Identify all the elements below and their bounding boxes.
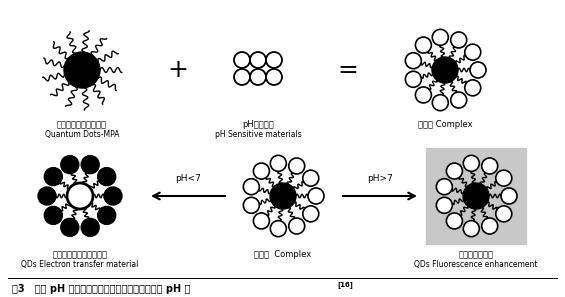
Circle shape bbox=[436, 179, 453, 195]
Circle shape bbox=[44, 206, 62, 225]
Circle shape bbox=[303, 206, 319, 222]
Text: 复合物 Complex: 复合物 Complex bbox=[418, 120, 472, 129]
Circle shape bbox=[244, 179, 259, 195]
Circle shape bbox=[446, 163, 462, 179]
Circle shape bbox=[81, 218, 99, 236]
Circle shape bbox=[482, 158, 498, 174]
Text: pH>7: pH>7 bbox=[367, 174, 393, 183]
Circle shape bbox=[303, 170, 319, 186]
Circle shape bbox=[244, 197, 259, 213]
Text: Quantum Dots-MPA: Quantum Dots-MPA bbox=[45, 130, 119, 139]
Circle shape bbox=[496, 206, 512, 222]
Circle shape bbox=[463, 155, 479, 171]
Circle shape bbox=[270, 155, 286, 171]
Circle shape bbox=[405, 71, 421, 87]
FancyBboxPatch shape bbox=[426, 148, 526, 244]
Circle shape bbox=[250, 69, 266, 85]
Circle shape bbox=[81, 156, 99, 174]
Text: =: = bbox=[337, 58, 358, 82]
Circle shape bbox=[234, 69, 250, 85]
Circle shape bbox=[98, 206, 116, 225]
Text: 巯基丙酸修饰的量子点: 巯基丙酸修饰的量子点 bbox=[57, 120, 107, 129]
Circle shape bbox=[289, 158, 305, 174]
Circle shape bbox=[451, 32, 467, 48]
Circle shape bbox=[253, 163, 270, 179]
Circle shape bbox=[234, 52, 250, 68]
Circle shape bbox=[61, 218, 79, 236]
Circle shape bbox=[61, 156, 79, 174]
Text: 图3   使用 pH 敏感恶嗪染料配基修饰的量子点检测 pH 值: 图3 使用 pH 敏感恶嗪染料配基修饰的量子点检测 pH 值 bbox=[12, 284, 190, 294]
Circle shape bbox=[496, 170, 512, 186]
Circle shape bbox=[451, 92, 467, 108]
Circle shape bbox=[38, 187, 56, 205]
Circle shape bbox=[64, 52, 100, 88]
Text: pH Sensitive materials: pH Sensitive materials bbox=[215, 130, 301, 139]
Circle shape bbox=[266, 52, 282, 68]
Circle shape bbox=[501, 188, 517, 204]
Circle shape bbox=[308, 188, 324, 204]
Circle shape bbox=[415, 87, 432, 103]
Text: QDs Electron transfer material: QDs Electron transfer material bbox=[21, 260, 138, 269]
Circle shape bbox=[67, 183, 93, 209]
Circle shape bbox=[270, 183, 296, 209]
Circle shape bbox=[446, 213, 462, 229]
Text: 量子点荧光增强: 量子点荧光增强 bbox=[459, 250, 493, 259]
Circle shape bbox=[482, 218, 498, 234]
Text: +: + bbox=[168, 58, 189, 82]
Text: pH<7: pH<7 bbox=[175, 174, 201, 183]
Circle shape bbox=[415, 37, 432, 53]
Circle shape bbox=[405, 53, 421, 69]
Text: [16]: [16] bbox=[337, 281, 353, 288]
Text: 电子从量子点转移至材料: 电子从量子点转移至材料 bbox=[53, 250, 107, 259]
Text: QDs Fluorescence enhancement: QDs Fluorescence enhancement bbox=[414, 260, 538, 269]
Circle shape bbox=[253, 213, 270, 229]
Circle shape bbox=[44, 168, 62, 186]
Circle shape bbox=[432, 95, 448, 111]
Circle shape bbox=[250, 52, 266, 68]
Circle shape bbox=[104, 187, 122, 205]
Circle shape bbox=[436, 197, 453, 213]
Circle shape bbox=[470, 62, 486, 78]
Text: pH敏感材料: pH敏感材料 bbox=[242, 120, 274, 129]
Circle shape bbox=[432, 29, 448, 45]
Circle shape bbox=[266, 69, 282, 85]
Circle shape bbox=[432, 57, 458, 83]
Circle shape bbox=[98, 168, 116, 186]
Text: 复合物  Complex: 复合物 Complex bbox=[254, 250, 312, 259]
Circle shape bbox=[463, 183, 489, 209]
Circle shape bbox=[463, 221, 479, 237]
Circle shape bbox=[465, 80, 481, 96]
Circle shape bbox=[465, 44, 481, 60]
Circle shape bbox=[289, 218, 305, 234]
Circle shape bbox=[270, 221, 286, 237]
